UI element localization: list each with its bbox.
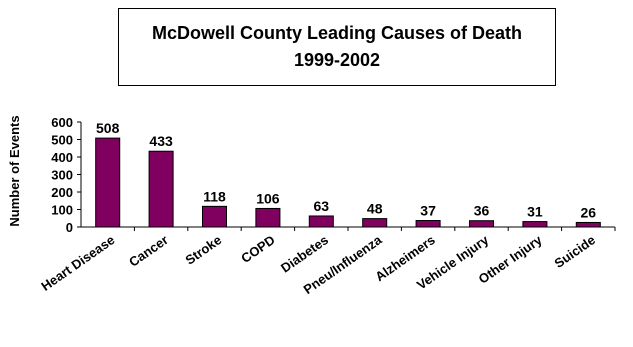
x-tick-label: Stroke (182, 232, 224, 267)
y-tick-label: 400 (51, 150, 73, 165)
bar (95, 137, 121, 228)
data-label: 48 (367, 201, 383, 217)
bar (362, 218, 388, 228)
x-axis-ticks: Heart Disease Cancer Stroke COPD DiabetesPne… (38, 227, 616, 297)
y-tick-label: 600 (51, 115, 73, 130)
bar (255, 207, 281, 228)
data-label: 37 (420, 203, 436, 219)
bar (575, 221, 601, 228)
data-label: 63 (314, 198, 330, 214)
data-label: 26 (581, 204, 597, 220)
y-tick-label: 200 (51, 185, 73, 200)
data-labels-group: 508 433 118 106 63 48 37 36 31 26 (96, 120, 596, 220)
data-label: 508 (96, 120, 120, 136)
y-tick-label: 300 (51, 168, 73, 183)
y-axis-label: Number of Events (7, 115, 22, 226)
y-tick-label: 0 (66, 220, 73, 235)
bar (415, 220, 441, 228)
data-label: 36 (474, 203, 490, 219)
bar (308, 215, 334, 228)
chart-title-box: McDowell County Leading Causes of Death … (118, 8, 556, 86)
bar (468, 220, 495, 228)
bar (522, 221, 548, 228)
x-tick-label: Heart Disease (38, 232, 117, 294)
bar (148, 150, 174, 228)
data-label: 106 (256, 190, 280, 206)
y-axis-ticks: 0 100 200 300 400 500 600 (51, 115, 81, 235)
chart-title: McDowell County Leading Causes of Death (151, 23, 523, 43)
y-tick-label: 500 (51, 133, 73, 148)
bar (201, 205, 228, 228)
data-label: 433 (149, 133, 173, 149)
bars-group (95, 137, 601, 228)
y-tick-label: 100 (51, 203, 73, 218)
data-label: 118 (203, 188, 226, 204)
x-tick-label: Cancer (126, 232, 171, 270)
chart-subtitle: 1999-2002 (293, 50, 381, 70)
x-tick-label: Suicide (552, 232, 598, 271)
x-tick-label: COPD (238, 232, 277, 266)
data-label: 31 (527, 204, 543, 220)
